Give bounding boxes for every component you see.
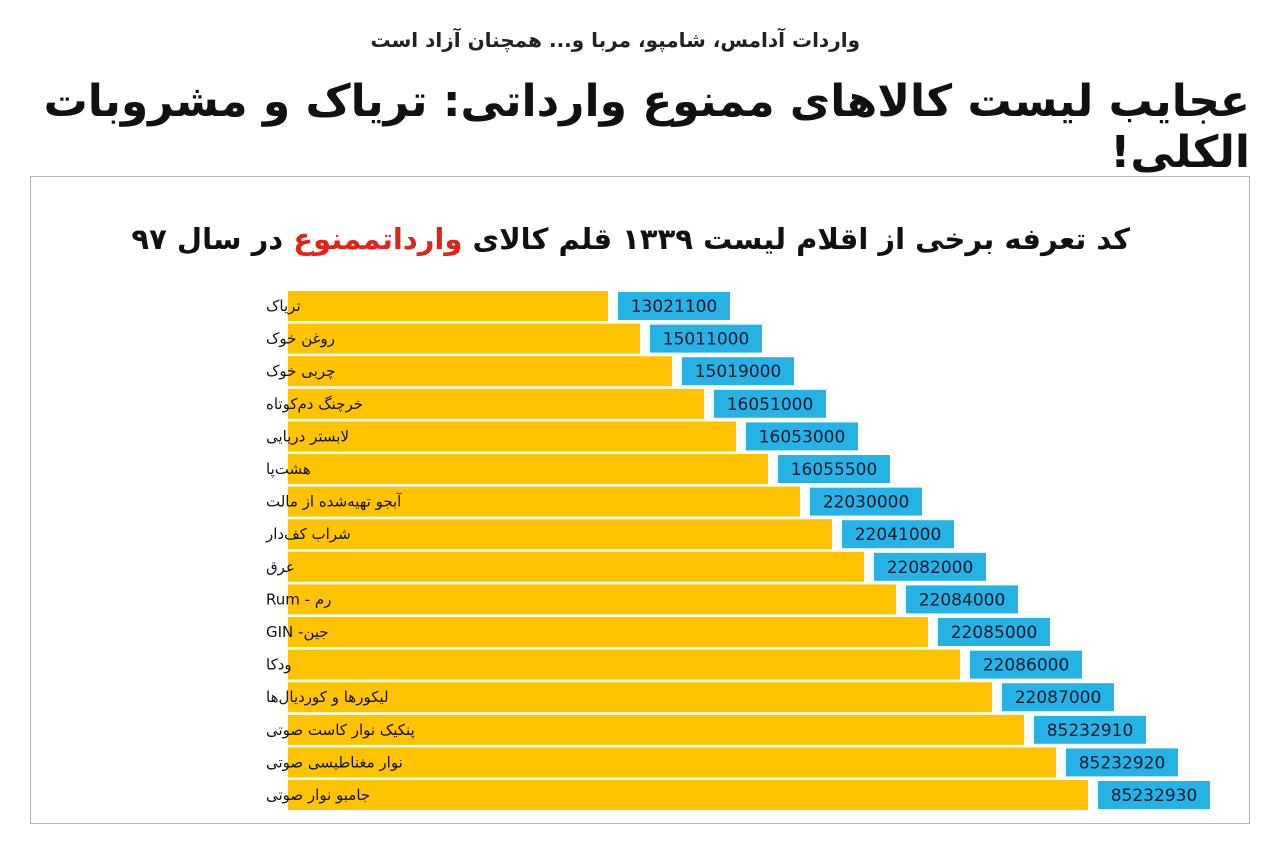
- value-label-16: 85232930: [1111, 786, 1198, 806]
- value-label-box-10: [906, 585, 1018, 614]
- value-label-2: 15011000: [663, 330, 750, 350]
- bar-7: [288, 486, 800, 517]
- value-label-box-6: [778, 455, 890, 483]
- category-label-15: نوار مغناطیسی صوتی: [266, 753, 403, 771]
- value-label-3: 15019000: [695, 362, 782, 382]
- value-label-box-5: [746, 422, 858, 451]
- value-label-13: 22087000: [1015, 688, 1102, 708]
- category-label-12: ودکا: [266, 656, 292, 674]
- category-label-2: روغن خوک: [266, 330, 335, 348]
- value-label-box-9: [874, 552, 986, 581]
- value-label-box-14: [1034, 715, 1146, 744]
- value-label-7: 22030000: [823, 493, 910, 513]
- bar-5: [288, 421, 736, 452]
- bar-9: [288, 551, 864, 582]
- value-label-box-1: [618, 292, 730, 320]
- value-label-6: 16055500: [791, 460, 878, 480]
- category-label-8: شراب کف‌دار: [265, 525, 351, 543]
- chart-title: کد تعرفه برخی از اقلام لیست ۱۳۳۹ قلم کال…: [100, 222, 1130, 256]
- value-label-box-12: [970, 650, 1082, 679]
- category-label-7: آبجو تهیه‌شده از مالت: [266, 493, 402, 511]
- value-label-box-3: [682, 357, 794, 386]
- value-label-box-16: [1098, 781, 1210, 809]
- category-label-5: لابستر دریایی: [266, 427, 349, 445]
- category-label-6: هشت‌پا: [266, 460, 311, 479]
- value-label-box-11: [938, 618, 1050, 646]
- bar-15: [288, 747, 1056, 778]
- value-label-10: 22084000: [919, 590, 1006, 610]
- bar-1: [288, 291, 608, 321]
- value-label-box-13: [1002, 683, 1114, 712]
- value-label-box-7: [810, 487, 922, 516]
- category-label-10: رم - Rum: [266, 590, 331, 608]
- bar-16: [288, 780, 1088, 810]
- value-label-box-8: [842, 520, 954, 549]
- value-label-8: 22041000: [855, 525, 942, 545]
- bar-10: [288, 584, 896, 615]
- category-label-16: جامبو نوار صوتی: [266, 786, 370, 804]
- category-label-9: عرق: [266, 558, 295, 576]
- bar-12: [288, 649, 960, 680]
- bar-6: [288, 454, 768, 484]
- category-label-14: پنکیک نوار کاست صوتی: [266, 721, 415, 740]
- value-label-5: 16053000: [759, 427, 846, 447]
- chart-title-part2: در سال ۹۷: [131, 222, 284, 256]
- category-label-4: خرچنگ دم‌کوتاه: [266, 395, 363, 413]
- bar-11: [288, 617, 928, 647]
- value-label-box-2: [650, 324, 762, 353]
- bar-14: [288, 714, 1024, 745]
- chart-title-highlight: وارداتممنوع: [293, 222, 463, 256]
- category-label-13: لیکورها و کوردیال‌ها: [266, 688, 389, 706]
- bar-8: [288, 519, 832, 550]
- value-label-9: 22082000: [887, 558, 974, 578]
- category-label-3: چربی خوک: [266, 362, 335, 380]
- bar-13: [288, 682, 992, 713]
- value-label-box-15: [1066, 748, 1178, 777]
- value-label-15: 85232920: [1079, 753, 1166, 773]
- value-label-4: 16051000: [727, 395, 814, 415]
- value-label-14: 85232910: [1047, 721, 1134, 741]
- chart-title-part1: کد تعرفه برخی از اقلام لیست ۱۳۳۹ قلم کال…: [472, 222, 1130, 256]
- category-label-11: جین- GIN: [266, 623, 329, 641]
- category-label-1: تریاک: [266, 297, 301, 315]
- bar-3: [288, 356, 672, 387]
- bar-4: [288, 388, 704, 419]
- page-headline: عجایب لیست کالاهای ممنوع وارداتی: تریاک …: [43, 76, 1251, 178]
- kicker-subtitle: واردات آدامس، شامپو، مربا و... همچنان آز…: [370, 28, 860, 52]
- value-label-box-4: [714, 389, 826, 418]
- value-label-1: 13021100: [631, 297, 718, 317]
- bar-2: [288, 323, 640, 354]
- value-label-12: 22086000: [983, 656, 1070, 676]
- value-label-11: 22085000: [951, 623, 1038, 643]
